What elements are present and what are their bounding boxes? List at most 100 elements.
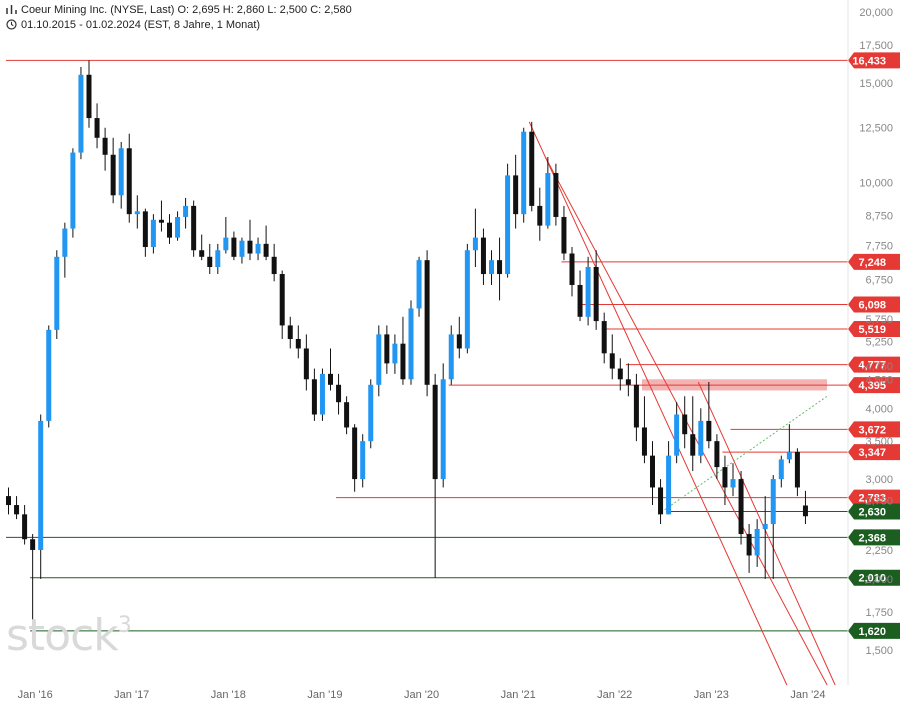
candle-body bbox=[794, 451, 800, 488]
candle-body bbox=[448, 334, 454, 380]
candle bbox=[231, 231, 237, 261]
candle bbox=[786, 424, 792, 464]
candle-body bbox=[650, 455, 655, 488]
candle-body bbox=[360, 441, 366, 480]
candle-body bbox=[561, 216, 567, 254]
level-label: 2,010 bbox=[858, 573, 886, 585]
candle bbox=[650, 441, 655, 506]
candle-body bbox=[424, 260, 430, 385]
candle-body bbox=[754, 528, 760, 556]
candle-body bbox=[770, 479, 776, 524]
compare-bars-icon[interactable] bbox=[6, 4, 17, 15]
y-tick-label: 4,750 bbox=[865, 361, 893, 373]
candle bbox=[617, 358, 623, 391]
candle bbox=[585, 256, 591, 326]
candle bbox=[303, 334, 309, 391]
candle bbox=[191, 200, 197, 257]
candle bbox=[126, 133, 132, 223]
candle-body bbox=[440, 379, 446, 480]
level-label: 3,347 bbox=[858, 447, 886, 459]
candle-body bbox=[464, 250, 470, 349]
level-label-bg bbox=[848, 569, 900, 586]
candle-body bbox=[666, 455, 672, 515]
x-tick-label: Jan '16 bbox=[18, 689, 53, 701]
candle-body bbox=[94, 118, 100, 138]
candle bbox=[46, 325, 52, 428]
candle-body bbox=[142, 211, 148, 248]
candle bbox=[505, 163, 511, 278]
candle bbox=[666, 441, 672, 515]
y-tick-label: 4,500 bbox=[865, 374, 893, 386]
candle-body bbox=[521, 131, 527, 215]
level-label: 3,672 bbox=[858, 424, 886, 436]
candle-body bbox=[722, 467, 728, 488]
candle-body bbox=[231, 237, 237, 257]
x-tick-label: Jan '20 bbox=[404, 689, 439, 701]
candle bbox=[569, 247, 575, 297]
candle-body bbox=[706, 420, 712, 442]
candle bbox=[762, 496, 768, 579]
candle-body bbox=[110, 154, 116, 196]
candle-body bbox=[480, 237, 486, 275]
level-label-bg bbox=[848, 296, 900, 313]
y-tick-label: 10,000 bbox=[859, 178, 893, 190]
candle bbox=[142, 208, 148, 257]
candle bbox=[158, 200, 164, 232]
candle-body bbox=[368, 384, 374, 442]
candles bbox=[6, 60, 808, 631]
candle bbox=[110, 137, 116, 204]
candle bbox=[54, 250, 60, 339]
candle bbox=[14, 496, 20, 520]
candle-body bbox=[456, 334, 462, 349]
candle-body bbox=[730, 479, 736, 488]
candle-body bbox=[336, 384, 342, 403]
level-label-bg bbox=[848, 503, 900, 520]
candle-body bbox=[183, 205, 189, 217]
clock-icon[interactable] bbox=[6, 19, 17, 30]
candle-body bbox=[746, 534, 752, 556]
candle-body bbox=[86, 74, 92, 119]
chart-header-range: 01.10.2015 - 01.02.2024 (EST, 8 Jahre, 1… bbox=[6, 19, 260, 31]
candle-body bbox=[617, 368, 623, 380]
candle-body bbox=[167, 222, 172, 238]
level-label: 4,395 bbox=[858, 380, 886, 392]
y-tick-label: 3,500 bbox=[865, 436, 893, 448]
x-tick-label: Jan '22 bbox=[597, 689, 632, 701]
level-label-bg bbox=[848, 377, 900, 394]
candle bbox=[94, 103, 100, 149]
candle bbox=[271, 243, 277, 282]
candle-body bbox=[255, 243, 261, 254]
candle-body bbox=[30, 539, 36, 550]
candle bbox=[167, 214, 172, 244]
candle-body bbox=[344, 402, 350, 428]
candle bbox=[408, 300, 414, 385]
candle bbox=[521, 127, 527, 223]
candle-body bbox=[658, 487, 664, 515]
level-label: 16,433 bbox=[852, 55, 886, 67]
candle-body bbox=[400, 343, 406, 380]
candle-body bbox=[529, 131, 535, 206]
candle-body bbox=[569, 253, 575, 285]
candle-body bbox=[239, 240, 245, 257]
candle bbox=[794, 448, 800, 497]
y-tick-label: 5,250 bbox=[865, 336, 893, 348]
candle bbox=[561, 205, 567, 261]
candle-body bbox=[134, 211, 140, 215]
candle bbox=[62, 222, 68, 278]
candle bbox=[424, 250, 430, 397]
candle-body bbox=[682, 414, 688, 435]
candle bbox=[400, 316, 406, 385]
candle-body bbox=[738, 479, 744, 535]
candle-body bbox=[674, 414, 680, 456]
candle-body bbox=[303, 348, 309, 380]
candle bbox=[609, 334, 615, 380]
level-label-bg bbox=[848, 622, 900, 639]
candle-body bbox=[641, 427, 647, 456]
candle bbox=[738, 471, 744, 545]
candle-body bbox=[199, 250, 205, 257]
candle bbox=[102, 127, 108, 171]
candle bbox=[215, 243, 221, 275]
candle-body bbox=[158, 219, 164, 223]
candle bbox=[641, 396, 647, 464]
candle bbox=[392, 334, 398, 374]
